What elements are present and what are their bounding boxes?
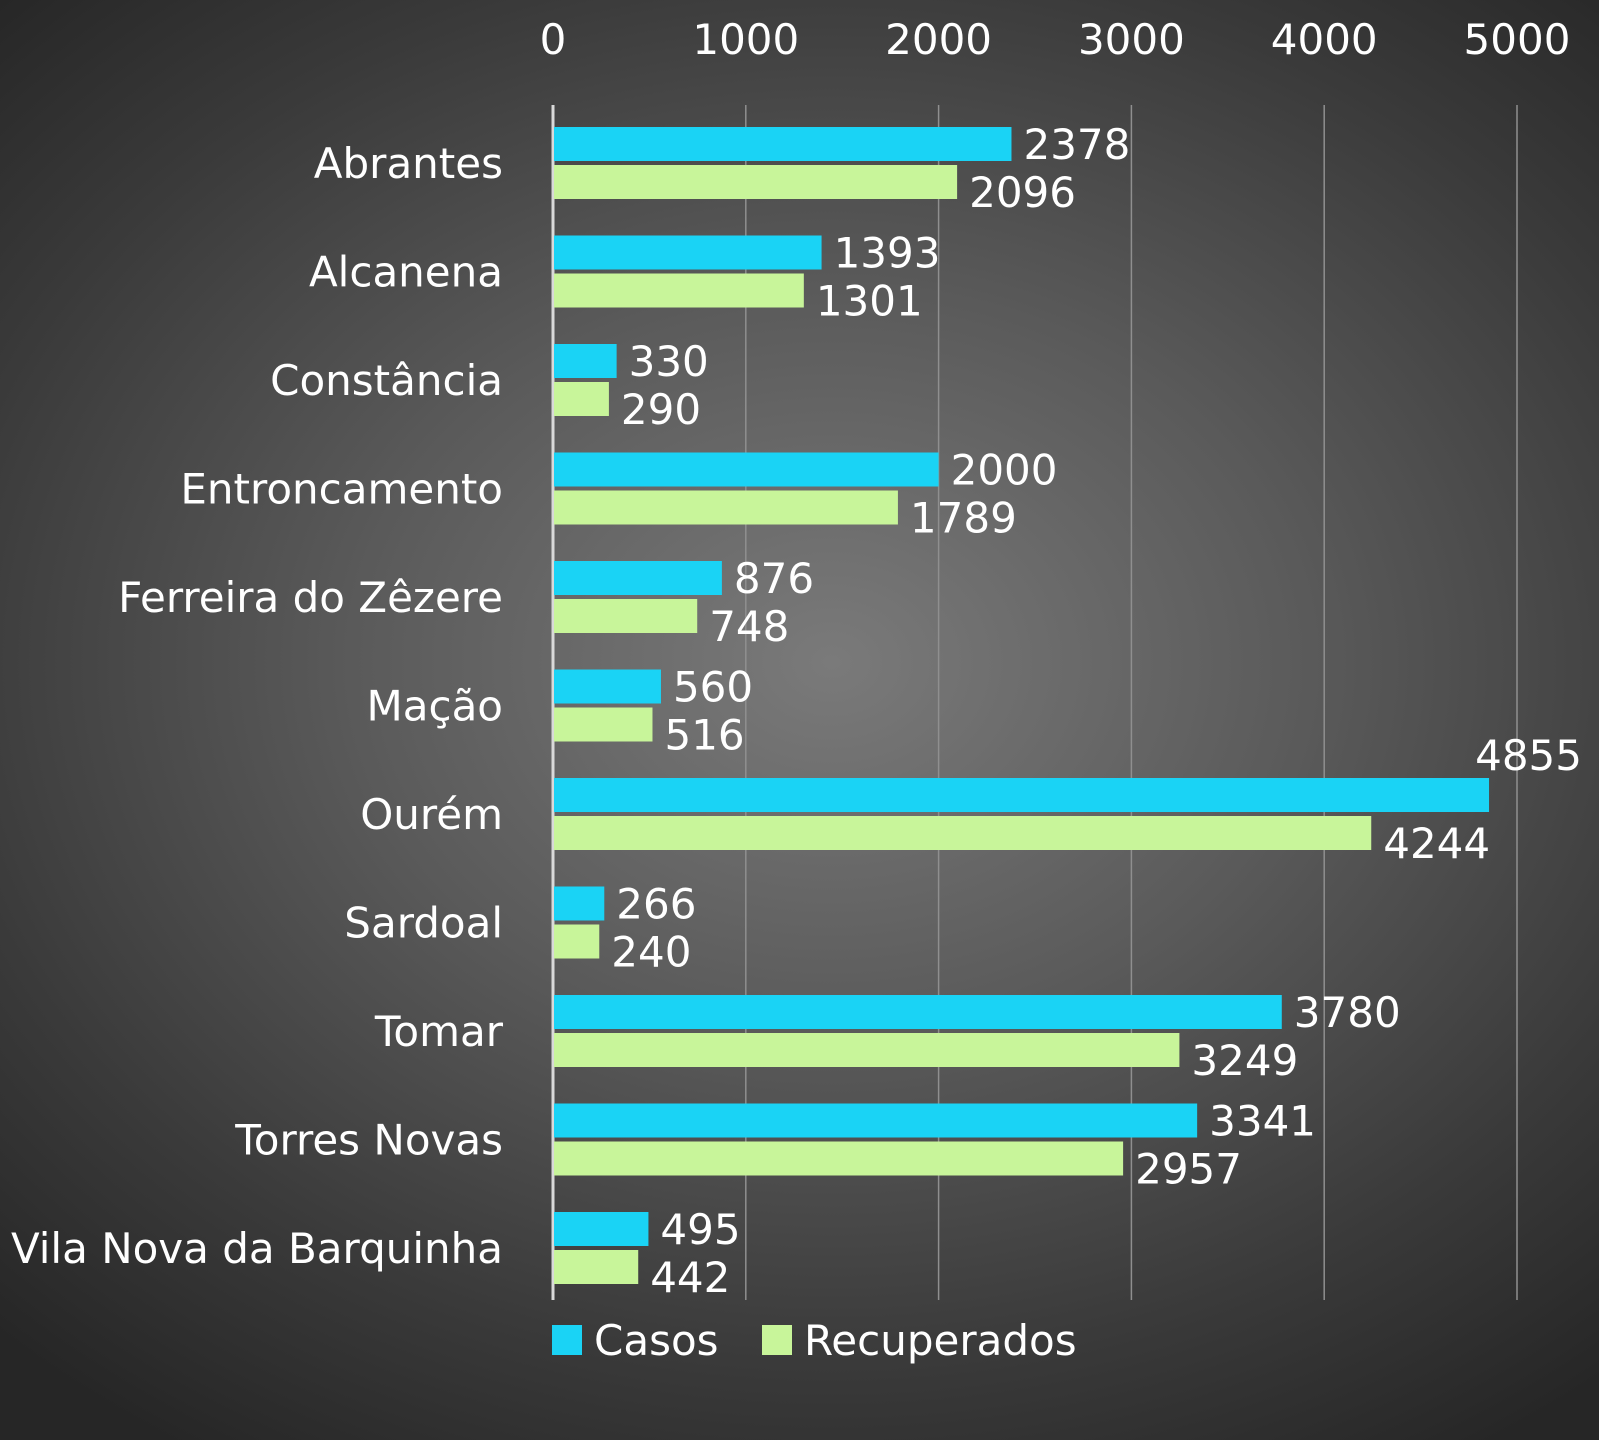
- bar-recuperados-0: [554, 165, 958, 199]
- data-label-casos-3: 2000: [951, 446, 1058, 495]
- data-label-recuperados-8: 3249: [1191, 1036, 1298, 1085]
- data-label-recuperados-3: 1789: [910, 494, 1017, 543]
- data-label-recuperados-6: 4244: [1383, 819, 1490, 868]
- category-label-4: Ferreira do Zêzere: [118, 573, 503, 622]
- data-label-casos-6: 4855: [1475, 731, 1582, 780]
- bar-casos-6: [554, 778, 1490, 812]
- bar-casos-2: [554, 344, 617, 378]
- bar-casos-9: [554, 1103, 1198, 1138]
- data-label-recuperados-2: 290: [621, 385, 701, 434]
- data-label-recuperados-9: 2957: [1135, 1145, 1242, 1194]
- category-label-10: Vila Nova da Barquinha: [11, 1224, 503, 1273]
- bar-recuperados-6: [554, 816, 1372, 850]
- category-label-7: Sardoal: [344, 899, 503, 948]
- bar-casos-0: [554, 127, 1012, 161]
- bar-recuperados-7: [554, 924, 600, 959]
- data-label-recuperados-5: 516: [664, 711, 744, 760]
- bar-recuperados-4: [554, 599, 698, 633]
- data-label-casos-4: 876: [734, 554, 814, 603]
- x-tick-label-2000: 2000: [885, 15, 992, 64]
- bar-recuperados-3: [554, 490, 898, 525]
- bar-recuperados-9: [554, 1141, 1124, 1176]
- bar-casos-1: [554, 235, 822, 270]
- bar-casos-10: [554, 1212, 649, 1246]
- data-label-recuperados-1: 1301: [816, 277, 923, 326]
- data-label-casos-9: 3341: [1209, 1097, 1316, 1146]
- x-tick-label-3000: 3000: [1078, 15, 1185, 64]
- category-label-8: Tomar: [374, 1007, 504, 1056]
- legend: Casos Recuperados: [552, 1316, 1077, 1365]
- category-label-3: Entroncamento: [180, 465, 503, 514]
- legend-label-casos: Casos: [594, 1316, 719, 1365]
- data-label-recuperados-10: 442: [650, 1253, 730, 1302]
- category-label-5: Mação: [367, 682, 504, 731]
- data-label-casos-5: 560: [673, 663, 753, 712]
- bars: [554, 127, 1490, 1284]
- legend-swatch-recuperados: [762, 1325, 792, 1355]
- x-tick-label-4000: 4000: [1271, 15, 1378, 64]
- x-tick-label-0: 0: [540, 15, 567, 64]
- data-label-casos-7: 266: [616, 880, 696, 929]
- category-label-9: Torres Novas: [234, 1116, 503, 1165]
- bar-recuperados-5: [554, 707, 653, 742]
- data-label-recuperados-4: 748: [709, 602, 789, 651]
- legend-label-recuperados: Recuperados: [804, 1316, 1077, 1365]
- bar-casos-3: [554, 452, 939, 487]
- bar-recuperados-10: [554, 1250, 639, 1284]
- bar-recuperados-1: [554, 273, 804, 308]
- x-axis-ticks: 0 1000 2000 3000 4000 5000: [540, 15, 1571, 64]
- bar-casos-8: [554, 995, 1282, 1029]
- category-label-6: Ourém: [360, 790, 503, 839]
- data-label-casos-10: 495: [660, 1205, 740, 1254]
- category-label-1: Alcanena: [309, 248, 503, 297]
- data-label-casos-1: 1393: [834, 229, 941, 278]
- data-label-casos-2: 330: [629, 337, 709, 386]
- category-label-2: Constância: [270, 356, 503, 405]
- legend-swatch-casos: [552, 1325, 582, 1355]
- bar-recuperados-2: [554, 382, 609, 416]
- bar-casos-4: [554, 561, 722, 595]
- bar-casos-5: [554, 669, 661, 704]
- data-label-recuperados-0: 2096: [969, 168, 1076, 217]
- category-labels: Abrantes Alcanena Constância Entroncamento F…: [11, 139, 504, 1273]
- data-label-casos-8: 3780: [1294, 988, 1401, 1037]
- data-label-casos-0: 2378: [1023, 120, 1130, 169]
- x-tick-label-5000: 5000: [1464, 15, 1571, 64]
- category-label-0: Abrantes: [314, 139, 503, 188]
- bar-recuperados-8: [554, 1033, 1180, 1067]
- x-tick-label-1000: 1000: [692, 15, 799, 64]
- bar-casos-7: [554, 886, 605, 921]
- data-label-recuperados-7: 240: [611, 928, 691, 977]
